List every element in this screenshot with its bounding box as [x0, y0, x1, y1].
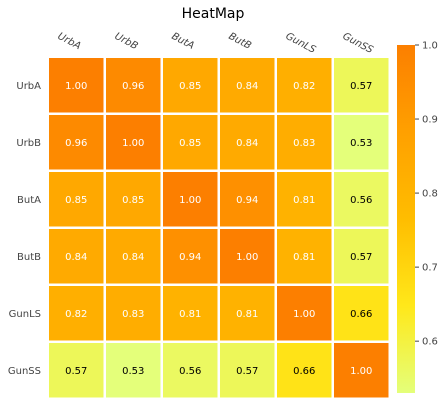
cell-value-label: 0.84 [236, 138, 258, 149]
heatmap-cell [220, 115, 275, 170]
cell-value-label: 0.82 [293, 81, 315, 92]
heatmap-cell [49, 286, 104, 341]
heatmap-cell [277, 286, 332, 341]
colorbar-tick-label: 0.6 [422, 337, 438, 348]
heatmap-cell [334, 115, 389, 170]
heatmap-cell [277, 58, 332, 113]
x-tick-label: GunSS [341, 31, 376, 56]
heatmap-cell [106, 115, 161, 170]
cell-value-label: 0.84 [122, 252, 144, 263]
cell-value-label: 0.57 [350, 81, 372, 92]
heatmap-cell [163, 58, 218, 113]
y-tick-label: UrbA [16, 81, 41, 92]
cell-value-label: 0.53 [122, 366, 144, 377]
y-tick-label: ButA [17, 195, 41, 206]
cell-value-label: 0.81 [236, 309, 258, 320]
colorbar-tick-label: 0.9 [422, 115, 438, 126]
cell-value-label: 0.85 [179, 81, 201, 92]
heatmap-cell [163, 172, 218, 227]
cell-value-label: 0.82 [65, 309, 87, 320]
cell-value-label: 1.00 [236, 252, 258, 263]
cell-value-label: 0.84 [65, 252, 87, 263]
colorbar-tick-label: 1.0 [422, 41, 438, 52]
x-axis-tick-labels: UrbA UrbB ButA ButB GunLS GunSS [56, 31, 376, 56]
heatmap-cell [49, 343, 104, 398]
colorbar: 0.6 0.7 0.8 0.9 1.0 [397, 41, 438, 393]
heatmap-cell [49, 172, 104, 227]
colorbar-gradient [397, 45, 415, 393]
heatmap-cell [106, 229, 161, 284]
heatmap-cell [220, 172, 275, 227]
heatmap-cell [334, 286, 389, 341]
y-tick-label: ButB [17, 252, 41, 263]
heatmap-cell [106, 343, 161, 398]
heatmap-cell [49, 115, 104, 170]
x-tick-label: GunLS [284, 31, 318, 56]
heatmap-cell [334, 58, 389, 113]
x-tick-label: ButB [227, 31, 253, 52]
cell-value-label: 1.00 [350, 366, 372, 377]
heatmap-cell [220, 58, 275, 113]
cell-value-label: 0.85 [122, 195, 144, 206]
cell-value-label: 1.00 [122, 138, 144, 149]
cell-value-label: 0.81 [179, 309, 201, 320]
heatmap-cells: 1.00 0.96 0.85 0.84 0.82 0.57 0.96 1.00 0.85 0.84… [49, 58, 389, 398]
cell-value-label: 0.85 [179, 138, 201, 149]
cell-value-label: 0.57 [236, 366, 258, 377]
heatmap-cell [106, 286, 161, 341]
cell-value-label: 0.81 [293, 195, 315, 206]
cell-value-label: 0.57 [65, 366, 87, 377]
chart-title: HeatMap [182, 6, 245, 22]
cell-value-label: 1.00 [65, 81, 87, 92]
y-tick-label: GunLS [9, 309, 41, 320]
colorbar-tick-label: 0.7 [422, 263, 438, 274]
cell-value-label: 0.57 [350, 252, 372, 263]
heatmap-cell [334, 172, 389, 227]
heatmap-cell [163, 115, 218, 170]
y-axis-tick-labels: UrbA UrbB ButA ButB GunLS GunSS [8, 81, 41, 377]
heatmap-cell [106, 172, 161, 227]
cell-value-label: 0.66 [350, 309, 372, 320]
cell-value-label: 0.53 [350, 138, 372, 149]
cell-value-label: 0.85 [65, 195, 87, 206]
cell-value-label: 0.83 [122, 309, 144, 320]
heatmap-cell [334, 229, 389, 284]
cell-value-label: 0.56 [350, 195, 372, 206]
colorbar-tick-label: 0.8 [422, 189, 438, 200]
x-tick-label: UrbA [56, 31, 83, 52]
cell-value-label: 0.66 [293, 366, 315, 377]
heatmap-cell [163, 229, 218, 284]
heatmap-cell [277, 343, 332, 398]
cell-value-label: 1.00 [179, 195, 201, 206]
cell-value-label: 0.84 [236, 81, 258, 92]
heatmap-cell [277, 229, 332, 284]
heatmap-cell [220, 343, 275, 398]
cell-value-label: 0.83 [293, 138, 315, 149]
cell-value-label: 0.94 [179, 252, 201, 263]
heatmap-cell [220, 286, 275, 341]
cell-value-label: 1.00 [293, 309, 315, 320]
cell-value-label: 0.96 [122, 81, 144, 92]
heatmap-cell [277, 172, 332, 227]
heatmap-cell [163, 286, 218, 341]
cell-value-label: 0.81 [293, 252, 315, 263]
cell-value-label: 0.96 [65, 138, 87, 149]
heatmap-cell [49, 229, 104, 284]
heatmap-cell [220, 229, 275, 284]
x-tick-label: UrbB [113, 31, 140, 52]
x-tick-label: ButA [170, 31, 196, 52]
y-tick-label: GunSS [8, 366, 41, 377]
cell-value-label: 0.56 [179, 366, 201, 377]
y-tick-label: UrbB [16, 138, 41, 149]
cell-value-label: 0.94 [236, 195, 258, 206]
heatmap-cell [106, 58, 161, 113]
heatmap-cell [334, 343, 389, 398]
heatmap-cell [163, 343, 218, 398]
heatmap-cell [277, 115, 332, 170]
heatmap-cell [49, 58, 104, 113]
